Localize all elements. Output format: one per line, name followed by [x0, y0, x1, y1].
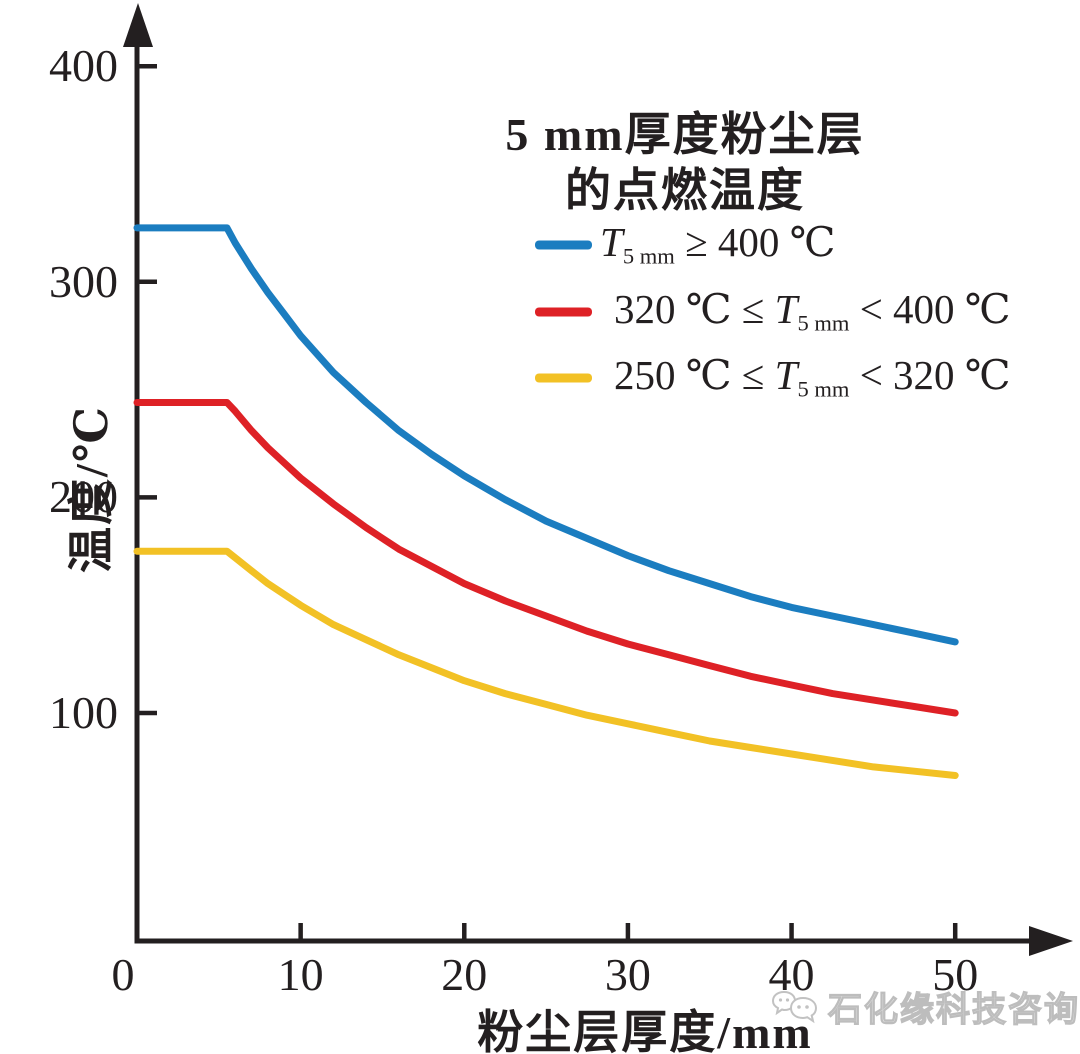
x-tick-label: 10	[277, 949, 324, 1000]
x-tick-label: 30	[604, 949, 651, 1000]
x-axis-arrow-icon	[1029, 926, 1073, 956]
y-tick-label: 300	[49, 255, 118, 307]
y-axis-arrow-icon	[123, 3, 153, 47]
y-tick-label: 200	[49, 471, 118, 523]
series-line-1	[133, 399, 959, 717]
watermark: 石化缘科技咨询	[770, 982, 1080, 1031]
y-tick-label: 100	[49, 687, 118, 738]
series-line-0	[133, 224, 959, 646]
x-tick-label: 50	[932, 949, 979, 1000]
y-tick-label: 400	[49, 40, 118, 92]
x-tick-label: 20	[441, 949, 488, 1000]
series-line-2	[133, 547, 959, 779]
watermark-logo-icon	[771, 990, 818, 1023]
y-axis-title: 温度/℃	[66, 405, 117, 573]
watermark-text: 石化缘科技咨询	[827, 991, 1080, 1029]
x-tick-label: 40	[768, 949, 815, 1000]
x-tick-label: 0	[111, 949, 135, 1000]
x-axis-title: 粉尘层厚度/mm	[477, 1007, 813, 1054]
